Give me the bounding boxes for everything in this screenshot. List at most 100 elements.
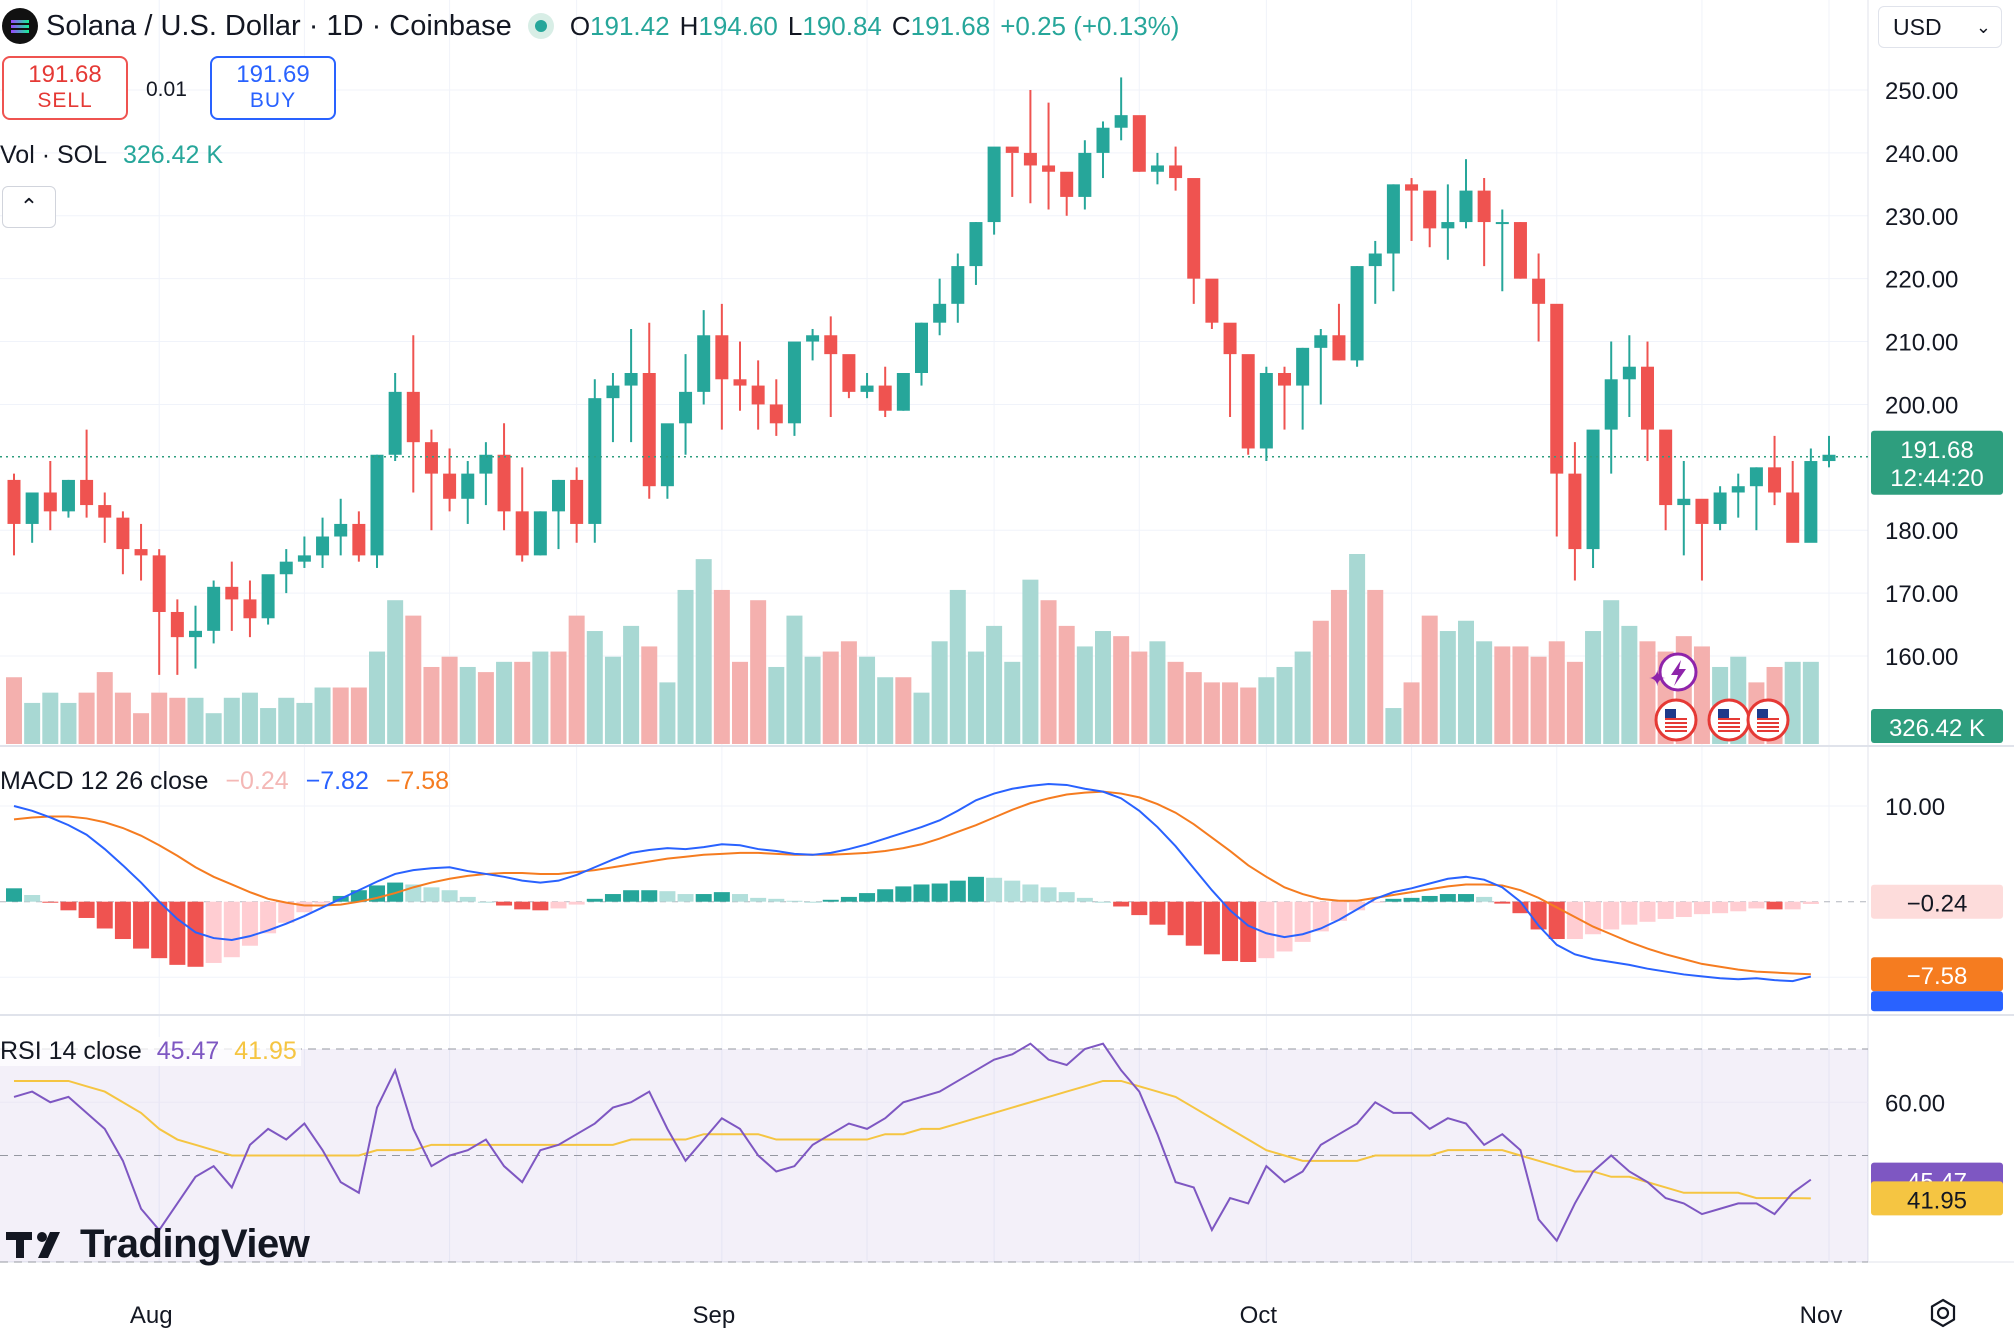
candle-body[interactable]	[1786, 492, 1800, 543]
candle-body[interactable]	[1150, 165, 1164, 172]
candle-body[interactable]	[1078, 152, 1092, 197]
candle-body[interactable]	[189, 630, 202, 638]
candle-body[interactable]	[98, 505, 112, 518]
candle-body[interactable]	[80, 479, 94, 506]
candle-body[interactable]	[1495, 222, 1509, 225]
tradingview-logo[interactable]: TradingView	[6, 1222, 310, 1267]
event-markers[interactable]: ✦	[1648, 652, 1790, 742]
candle-body[interactable]	[715, 335, 729, 380]
candle-body[interactable]	[225, 586, 239, 600]
candle-body[interactable]	[1713, 492, 1727, 524]
candle-body[interactable]	[25, 492, 39, 524]
candle-body[interactable]	[1749, 467, 1763, 487]
candle-body[interactable]	[1241, 354, 1255, 449]
candle-body[interactable]	[1731, 486, 1745, 493]
candle-body[interactable]	[570, 479, 584, 524]
candle-body[interactable]	[1550, 303, 1564, 474]
candle-body[interactable]	[606, 385, 620, 399]
candle-body[interactable]	[1677, 498, 1691, 506]
candle-body[interactable]	[1641, 366, 1654, 430]
candle-body[interactable]	[533, 511, 547, 556]
candle-body[interactable]	[1568, 473, 1582, 550]
candle-body[interactable]	[279, 561, 293, 575]
candle-body[interactable]	[588, 398, 602, 524]
candle-body[interactable]	[679, 391, 693, 424]
candle-body[interactable]	[1804, 461, 1818, 543]
macd-pane[interactable]	[0, 782, 1868, 983]
candle-body[interactable]	[1278, 373, 1291, 386]
candle-body[interactable]	[1441, 222, 1455, 229]
candle-body[interactable]	[1659, 429, 1673, 506]
candle-body[interactable]	[896, 373, 910, 411]
candle-body[interactable]	[406, 391, 420, 443]
candle-body[interactable]	[1205, 278, 1219, 323]
candle-body[interactable]	[642, 373, 656, 487]
candle-body[interactable]	[1169, 165, 1183, 179]
candle-body[interactable]	[134, 549, 148, 556]
candle-body[interactable]	[1259, 373, 1273, 449]
candle-body[interactable]	[479, 454, 493, 474]
candle-body[interactable]	[878, 385, 892, 411]
candle-body[interactable]	[624, 373, 638, 386]
candle-body[interactable]	[1532, 278, 1546, 304]
candle-body[interactable]	[1386, 184, 1400, 254]
buy-button[interactable]: 191.69 BUY	[210, 56, 336, 120]
candle-body[interactable]	[352, 523, 366, 556]
candle-body[interactable]	[1096, 127, 1110, 153]
time-axis[interactable]: Aug Sep Oct Nov	[130, 1302, 1842, 1329]
candle-body[interactable]	[824, 335, 838, 355]
candle-body[interactable]	[243, 599, 257, 619]
candle-body[interactable]	[334, 523, 348, 537]
candle-body[interactable]	[987, 146, 1001, 223]
candle-body[interactable]	[1768, 467, 1782, 493]
candle-body[interactable]	[915, 322, 928, 373]
candle-body[interactable]	[1459, 190, 1473, 223]
candle-body[interactable]	[297, 555, 311, 562]
candle-body[interactable]	[1223, 322, 1237, 355]
candle-body[interactable]	[552, 479, 565, 512]
candle-body[interactable]	[424, 442, 438, 474]
candle-body[interactable]	[1187, 178, 1201, 279]
candle-body[interactable]	[370, 454, 384, 556]
candle-body[interactable]	[316, 536, 330, 556]
candle-body[interactable]	[733, 379, 747, 386]
candle-body[interactable]	[1586, 429, 1600, 550]
candle-body[interactable]	[951, 266, 965, 304]
candle-body[interactable]	[806, 335, 820, 342]
price-axis[interactable]: 250.00 240.00 230.00 220.00 210.00 200.00 180.…	[1871, 78, 2003, 1216]
candle-body[interactable]	[116, 517, 130, 550]
candle-body[interactable]	[1314, 335, 1328, 348]
candle-body[interactable]	[1005, 146, 1019, 153]
candle-body[interactable]	[697, 335, 711, 392]
candle-body[interactable]	[660, 423, 674, 487]
volume-legend[interactable]: Vol · SOL 326.42 K	[0, 141, 223, 170]
candle-body[interactable]	[461, 473, 475, 499]
candle-body[interactable]	[1023, 152, 1037, 166]
sell-button[interactable]: 191.68 SELL	[2, 56, 128, 120]
candle-body[interactable]	[497, 454, 511, 512]
candle-body[interactable]	[1368, 253, 1382, 267]
candle-body[interactable]	[515, 511, 529, 556]
candle-body[interactable]	[1622, 366, 1636, 380]
candle-body[interactable]	[842, 354, 856, 392]
currency-select[interactable]: USD ⌄	[1878, 6, 2002, 48]
candle-body[interactable]	[1042, 165, 1056, 172]
candle-body[interactable]	[61, 479, 75, 512]
candle-body[interactable]	[787, 341, 801, 424]
macd-legend[interactable]: MACD 12 26 close −0.24 −7.82 −7.58	[0, 767, 449, 796]
gear-icon[interactable]	[1928, 1298, 1958, 1328]
candle-body[interactable]	[1477, 190, 1491, 223]
candle-body[interactable]	[207, 586, 221, 631]
candle-body[interactable]	[751, 385, 765, 405]
candle-body[interactable]	[1296, 347, 1310, 386]
candle-body[interactable]	[388, 391, 402, 455]
candle-body[interactable]	[1350, 266, 1364, 361]
candle-body[interactable]	[1513, 222, 1527, 279]
candle-body[interactable]	[1822, 454, 1836, 462]
candle-body[interactable]	[261, 574, 275, 619]
candle-body[interactable]	[170, 611, 184, 638]
candle-body[interactable]	[860, 385, 874, 392]
candle-body[interactable]	[969, 222, 983, 267]
candle-body[interactable]	[1332, 335, 1346, 361]
